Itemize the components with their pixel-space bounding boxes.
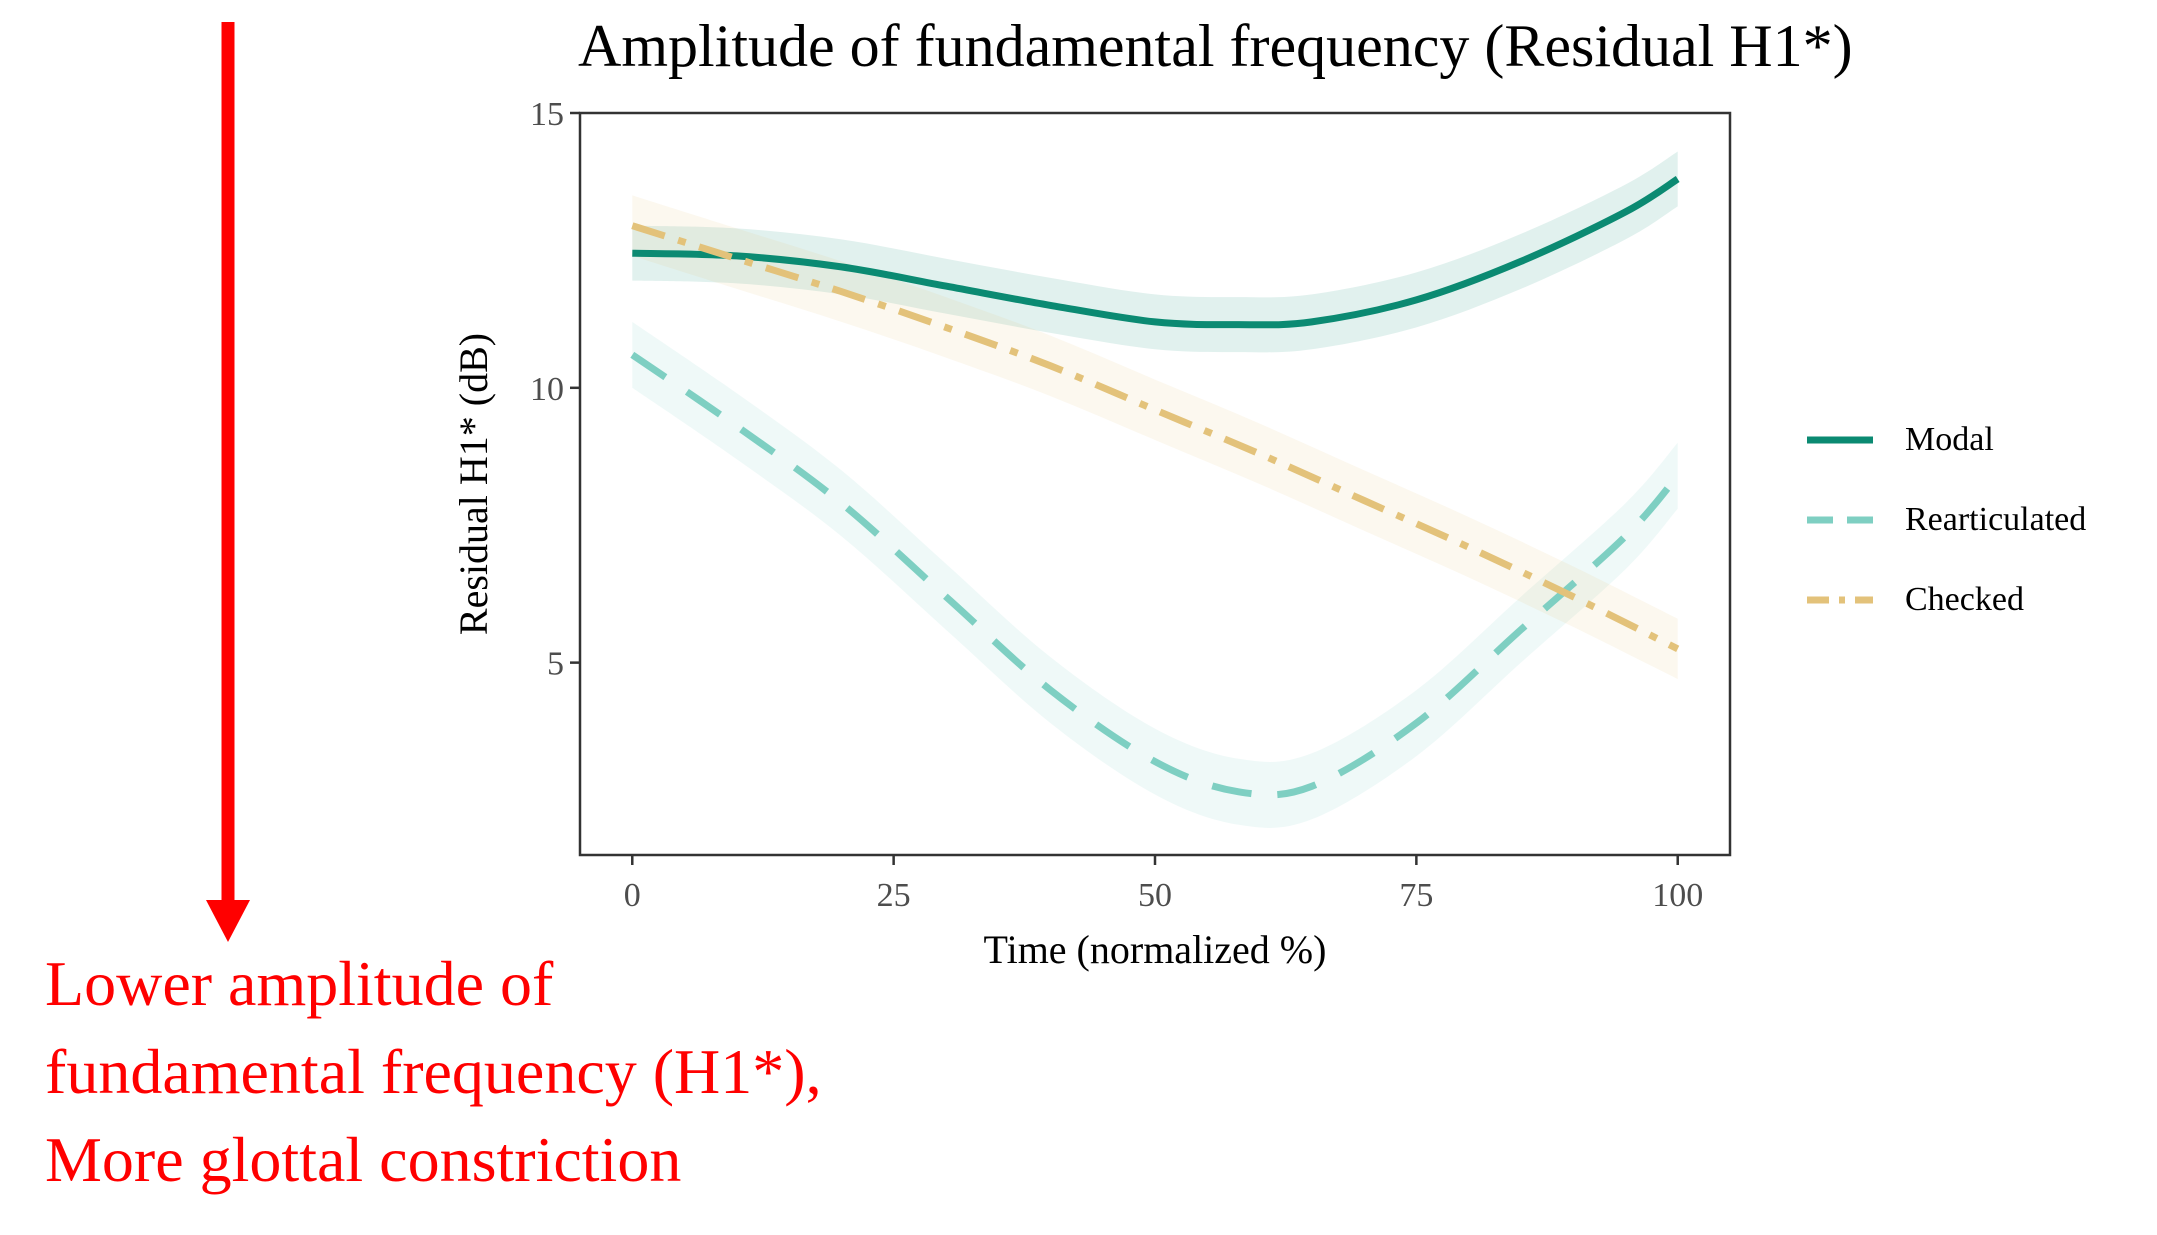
plot-area: 0 25 50 75 100 5 10 15 Time (normalized %) Residu…: [451, 96, 1732, 972]
x-tick-label: 100: [1652, 877, 1703, 914]
annotation-text: Lower amplitude of fundamental frequency…: [45, 940, 822, 1204]
legend-label-modal: Modal: [1905, 421, 1994, 458]
y-tick-label: 15: [530, 96, 564, 133]
chart-title: Amplitude of fundamental frequency (Resi…: [578, 13, 1853, 79]
y-tick-label: 10: [530, 371, 564, 408]
series-line-modal: [632, 176, 1680, 329]
legend-label-rearticulated: Rearticulated: [1905, 501, 2087, 538]
x-tick-label: 50: [1138, 877, 1172, 914]
legend-item-rearticulated: Rearticulated: [1805, 480, 2135, 560]
legend-key-dashed-line-icon: [1807, 516, 1873, 524]
annotation-line: More glottal constriction: [45, 1124, 682, 1195]
confidence-band-checked: [632, 195, 1678, 680]
annotation-line: Lower amplitude of: [45, 948, 554, 1019]
legend-key-solid-line-icon: [1807, 436, 1873, 444]
series-line-checked: [631, 222, 1680, 653]
y-tick-label: 5: [547, 646, 564, 683]
legend-item-checked: Checked: [1805, 560, 2135, 640]
legend-item-modal: Modal: [1805, 400, 2135, 480]
legend-label-checked: Checked: [1905, 581, 2024, 618]
legend-key-dashdot-line-icon: [1807, 596, 1873, 604]
confidence-band-rearticulated: [632, 321, 1678, 828]
annotation-line: fundamental frequency (H1*),: [45, 1036, 822, 1107]
x-tick-label: 25: [877, 877, 911, 914]
x-tick-label: 0: [624, 877, 641, 914]
y-axis-label: Residual H1* (dB): [451, 333, 496, 635]
x-tick-label: 75: [1399, 877, 1433, 914]
series-line-rearticulated: [630, 351, 1681, 799]
down-arrow-icon: [206, 22, 250, 942]
legend: Modal Rearticulated Checked: [1805, 400, 2135, 640]
x-axis-label: Time (normalized %): [984, 927, 1327, 972]
